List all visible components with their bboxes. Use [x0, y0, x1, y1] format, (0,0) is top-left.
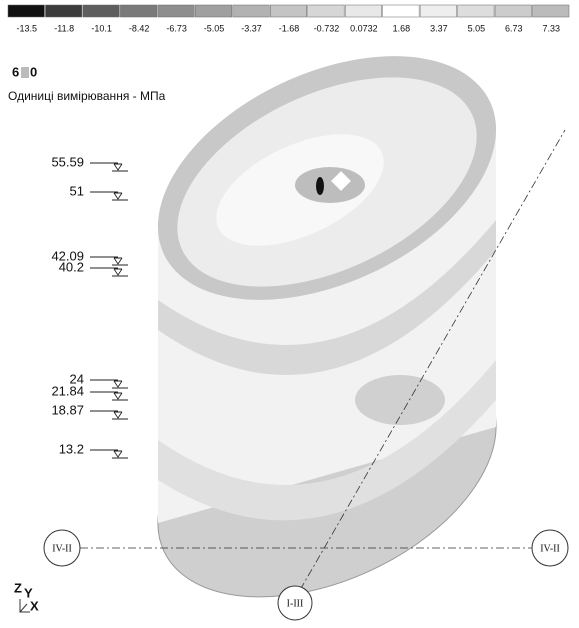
elevation-label: 55.59	[51, 154, 84, 169]
legend-label: -8.42	[129, 23, 150, 33]
legend-swatch	[233, 5, 269, 17]
legend-swatch	[495, 5, 531, 17]
legend-label: 7.33	[543, 23, 561, 33]
axis-label: I-III	[287, 598, 304, 609]
elevation-label: 18.87	[51, 402, 84, 417]
legend-swatch	[345, 5, 381, 17]
legend-swatch	[120, 5, 156, 17]
units-label: Одиниці вимірювання - МПа	[8, 89, 166, 103]
elevation-marker	[90, 268, 128, 276]
legend-label: -5.05	[204, 23, 225, 33]
legend-swatch	[308, 5, 344, 17]
screen: -13.5 -11.8 -10.1 -8.42 -6.73 -5.05 -3.37 -1.68…	[0, 0, 579, 628]
triad-z: Z	[14, 580, 22, 595]
elevation-label: 40.2	[59, 259, 84, 274]
elevation-marker	[90, 163, 128, 171]
elevation-label: 21.84	[51, 383, 84, 398]
legend-label: -0.732	[314, 23, 340, 33]
legend-label: 0.0732	[350, 23, 378, 33]
elevation-label: 51	[70, 183, 84, 198]
scale-left: 6	[12, 64, 19, 79]
cylinder	[119, 7, 534, 628]
stress-zone	[355, 375, 445, 425]
legend-label: -11.8	[54, 23, 74, 33]
triad-arrows	[20, 599, 30, 612]
legend-swatch	[158, 5, 194, 17]
elevation-marker	[90, 257, 128, 265]
elevation-marker	[90, 192, 128, 200]
legend-swatch	[458, 5, 494, 17]
scale-swatch	[21, 67, 29, 78]
stress-peak	[316, 177, 324, 195]
elevation-marker	[90, 380, 128, 388]
elevation-marker	[90, 392, 128, 400]
legend-swatch	[45, 5, 81, 17]
legend-label: 5.05	[468, 23, 486, 33]
axis-label: IV-II	[52, 543, 72, 554]
legend-label: 3.37	[430, 23, 448, 33]
legend-swatch	[383, 5, 419, 17]
triad-x: X	[30, 598, 39, 613]
elevation-marker	[90, 411, 128, 419]
legend-swatch	[420, 5, 456, 17]
legend-label: -3.37	[241, 23, 262, 33]
legend-swatch	[83, 5, 119, 17]
elevation-label: 13.2	[59, 441, 84, 456]
legend: -13.5 -11.8 -10.1 -8.42 -6.73 -5.05 -3.37 -1.68…	[8, 5, 569, 33]
legend-swatch	[8, 5, 44, 17]
scale-right: 0	[30, 64, 37, 79]
legend-label: -13.5	[16, 23, 37, 33]
elevation-marker	[90, 450, 128, 458]
legend-label: -1.68	[279, 23, 300, 33]
legend-swatch	[270, 5, 306, 17]
legend-swatch	[533, 5, 569, 17]
legend-label: 1.68	[393, 23, 411, 33]
legend-label: -10.1	[91, 23, 112, 33]
axis-label: IV-II	[540, 543, 560, 554]
stress-zone	[295, 167, 365, 203]
legend-label: -6.73	[166, 23, 187, 33]
legend-label: 6.73	[505, 23, 523, 33]
legend-swatch	[195, 5, 231, 17]
